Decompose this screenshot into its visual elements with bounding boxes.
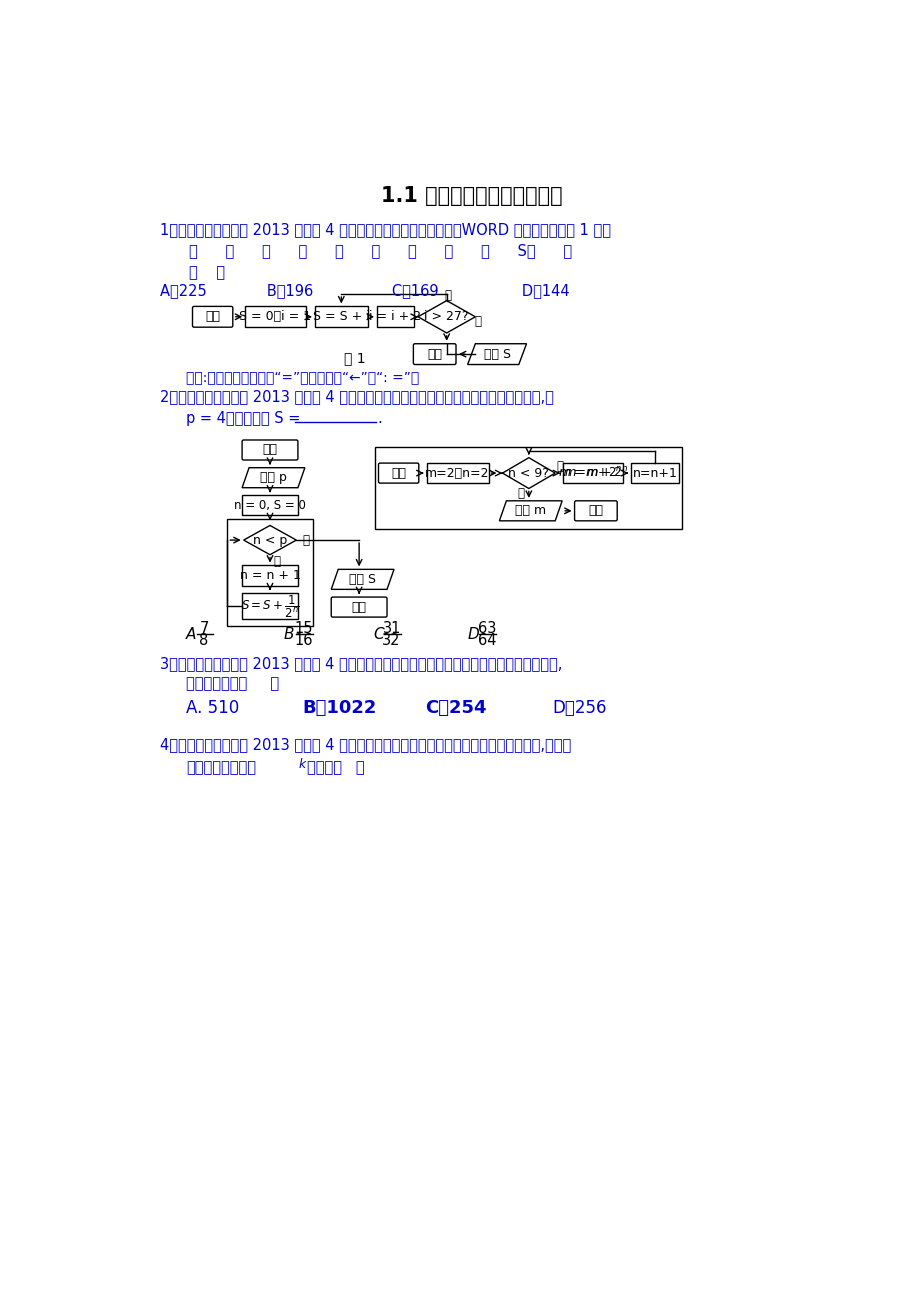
- Text: 的値是（   ）: 的値是（ ）: [307, 760, 365, 776]
- Text: 结束: 结束: [588, 504, 603, 517]
- Bar: [377, 306, 414, 327]
- Text: S = 0，i = 1: S = 0，i = 1: [239, 310, 312, 323]
- Bar: [375, 447, 682, 529]
- Text: n < p: n < p: [253, 534, 287, 547]
- Text: S = S + i: S = S + i: [312, 310, 369, 323]
- Polygon shape: [499, 501, 562, 521]
- Text: 15: 15: [294, 621, 312, 637]
- Text: C．254: C．254: [425, 699, 486, 717]
- Text: C: C: [373, 626, 384, 642]
- Text: 开始: 开始: [262, 444, 278, 457]
- Text: D．256: D．256: [552, 699, 607, 717]
- Bar: [630, 464, 678, 483]
- Text: 是: 是: [556, 460, 563, 473]
- Text: 结束: 结束: [426, 348, 442, 361]
- Text: 16: 16: [294, 634, 312, 648]
- Text: m=2，n=2: m=2，n=2: [425, 466, 489, 479]
- FancyBboxPatch shape: [574, 501, 617, 521]
- Text: 63: 63: [477, 621, 495, 637]
- Text: 输出 S: 输出 S: [348, 573, 376, 586]
- Bar: [245, 306, 305, 327]
- Text: k: k: [299, 759, 306, 771]
- Text: $m\!=\!m\!+\!2^n$: $m\!=\!m\!+\!2^n$: [563, 466, 621, 480]
- Text: 图 1: 图 1: [344, 352, 366, 365]
- Text: 输出 S: 输出 S: [483, 348, 510, 361]
- Text: $m=m+2^n$: $m=m+2^n$: [558, 466, 628, 480]
- Text: 开始: 开始: [205, 310, 220, 323]
- Text: 结束: 结束: [351, 600, 367, 613]
- Text: 输出 m: 输出 m: [515, 504, 546, 517]
- Bar: [242, 496, 298, 516]
- Text: $S = S + \dfrac{1}{2^n}$: $S = S + \dfrac{1}{2^n}$: [240, 592, 300, 620]
- Polygon shape: [502, 458, 554, 488]
- Text: D: D: [467, 626, 479, 642]
- Text: 是: 是: [274, 555, 280, 568]
- Text: n = n + 1: n = n + 1: [239, 569, 301, 582]
- FancyBboxPatch shape: [331, 598, 387, 617]
- Polygon shape: [417, 301, 475, 333]
- Text: 输入 p: 输入 p: [260, 471, 287, 484]
- Text: 2．．（广东省韶关市 2013 届高三 4 月第二次调研测试数学文试题）执行右边的程序框图,若: 2．．（广东省韶关市 2013 届高三 4 月第二次调研测试数学文试题）执行右边…: [160, 389, 553, 405]
- Text: 开始: 开始: [391, 466, 405, 479]
- Text: 否: 否: [444, 289, 451, 302]
- Text: 1.1 程序框图试题汇总（文）: 1.1 程序框图试题汇总（文）: [380, 186, 562, 206]
- FancyBboxPatch shape: [242, 440, 298, 460]
- Bar: [242, 565, 298, 586]
- Bar: [314, 306, 368, 327]
- Text: A. 510: A. 510: [186, 699, 239, 717]
- Text: 7: 7: [199, 621, 209, 637]
- Text: B: B: [284, 626, 294, 642]
- FancyBboxPatch shape: [413, 344, 456, 365]
- Text: 4．．（广东省肇庆市 2013 届高三 4 月第二次模拟数学（文）试题）某程序框图如图所示,该程序: 4．．（广东省肇庆市 2013 届高三 4 月第二次模拟数学（文）试题）某程序框…: [160, 737, 571, 753]
- Text: n < 9?: n < 9?: [508, 466, 549, 479]
- Text: p = 4，则输出的 S =: p = 4，则输出的 S =: [186, 411, 301, 426]
- FancyBboxPatch shape: [192, 306, 233, 327]
- Text: 否: 否: [517, 487, 524, 500]
- Text: 64: 64: [477, 634, 495, 648]
- Text: （    ）: （ ）: [188, 266, 224, 280]
- Polygon shape: [331, 569, 393, 590]
- Text: 31: 31: [382, 621, 401, 637]
- Text: 输出的结果是（     ）: 输出的结果是（ ）: [186, 677, 279, 691]
- Text: 的      程      序      框      图      ，      输      出      的      S値      为: 的 程 序 框 图 ， 输 出 的 S値 为: [188, 243, 571, 259]
- Text: A．225             B．196                 C．169                  D．144: A．225 B．196 C．169 D．144: [160, 283, 569, 298]
- Text: A: A: [186, 626, 197, 642]
- Text: 1．．（广东省广州市 2013 届高三 4 月综合测试（二）数学文试题（WORD 版））执行如图 1 所示: 1．．（广东省广州市 2013 届高三 4 月综合测试（二）数学文试题（WORD…: [160, 221, 610, 237]
- Text: 8: 8: [199, 634, 209, 648]
- Polygon shape: [242, 467, 304, 488]
- Text: B．1022: B．1022: [302, 699, 377, 717]
- Polygon shape: [244, 526, 296, 555]
- Text: （注:框图中的赋値符号“=”也可以写成“←”或“: =”）: （注:框图中的赋値符号“=”也可以写成“←”或“: =”）: [186, 370, 419, 384]
- Text: i > 27?: i > 27?: [424, 310, 469, 323]
- Text: n = 0, S = 0: n = 0, S = 0: [233, 499, 306, 512]
- Bar: [242, 594, 298, 620]
- Bar: [226, 519, 313, 625]
- FancyBboxPatch shape: [378, 464, 418, 483]
- Text: i = i + 2: i = i + 2: [369, 310, 421, 323]
- Bar: [426, 464, 488, 483]
- Text: 32: 32: [382, 634, 401, 648]
- Text: n=n+1: n=n+1: [632, 466, 677, 479]
- Polygon shape: [467, 344, 526, 365]
- Text: 否: 否: [302, 534, 309, 547]
- Text: .: .: [378, 411, 382, 426]
- Text: 是: 是: [473, 315, 481, 328]
- Text: 3．．（广东省湛江市 2013 届高三 4 月高考测试（二）数学文试题）运行如上右图的程序框图,: 3．．（广东省湛江市 2013 届高三 4 月高考测试（二）数学文试题）运行如上…: [160, 656, 562, 671]
- Bar: [562, 464, 623, 483]
- Text: 运行后输出的结果: 运行后输出的结果: [186, 760, 256, 776]
